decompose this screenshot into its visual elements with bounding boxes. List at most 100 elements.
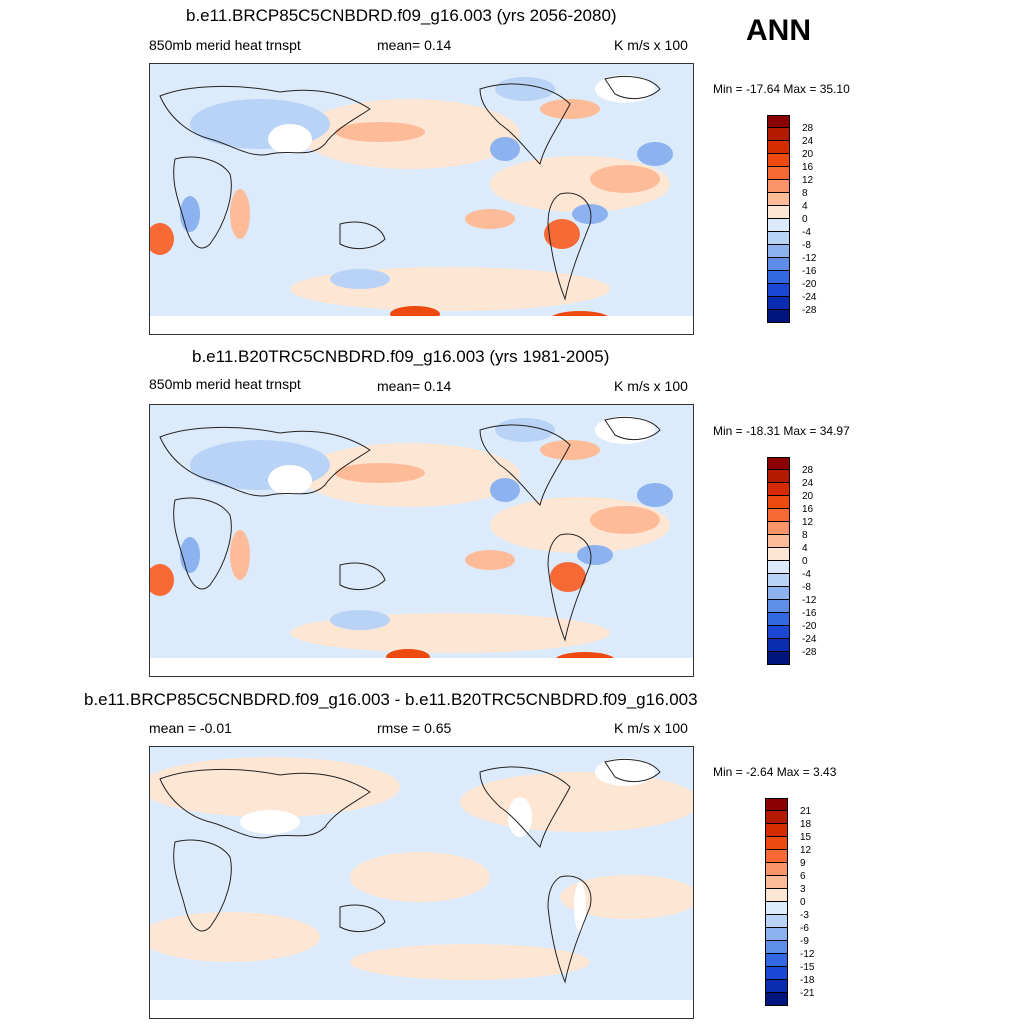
colorbar-tick-label: 3 <box>800 884 806 895</box>
colorbar-box <box>767 470 790 483</box>
panel-2-map-field <box>150 405 693 676</box>
colorbar-tick-label: 8 <box>802 188 808 199</box>
colorbar-tick-label: -28 <box>802 305 817 316</box>
colorbar-tick-label: 12 <box>802 175 814 186</box>
colorbar-tick-label: -8 <box>802 240 811 251</box>
colorbar-box <box>765 837 788 850</box>
colorbar-box <box>767 600 790 613</box>
colorbar-box <box>765 980 788 993</box>
panel-3-units-label: K m/s x 100 <box>614 720 688 736</box>
panel-2-map <box>149 404 694 677</box>
colorbar-tick-label: -20 <box>802 279 817 290</box>
colorbar-box <box>765 889 788 902</box>
colorbar-tick-label: -8 <box>802 582 811 593</box>
colorbar-box <box>765 915 788 928</box>
colorbar-box <box>765 993 788 1006</box>
colorbar-tick-label: -3 <box>800 910 809 921</box>
colorbar-box <box>767 271 790 284</box>
panel-2-title: b.e11.B20TRC5CNBDRD.f09_g16.003 (yrs 198… <box>192 347 610 366</box>
panel-3-minmax: Min = -2.64 Max = 3.43 <box>713 765 837 779</box>
colorbar-tick-label: 0 <box>800 897 806 908</box>
panel-1-mean-label: mean= 0.14 <box>377 37 452 53</box>
colorbar-tick-label: -16 <box>802 266 817 277</box>
colorbar-tick-label: -12 <box>802 253 817 264</box>
colorbar-box <box>767 613 790 626</box>
panel-3-map-field <box>150 747 693 1018</box>
colorbar-tick-label: -24 <box>802 292 817 303</box>
colorbar-tick-label: 20 <box>802 491 814 502</box>
colorbar-box <box>767 219 790 232</box>
colorbar-tick-label: -4 <box>802 569 811 580</box>
colorbar-box <box>767 574 790 587</box>
colorbar-tick-label: 8 <box>802 530 808 541</box>
colorbar-tick-label: 20 <box>802 149 814 160</box>
panel-3-mean-label: mean = -0.01 <box>149 720 232 736</box>
colorbar-box <box>765 876 788 889</box>
panel-1-units-label: K m/s x 100 <box>614 37 688 53</box>
panel-3-title: b.e11.BRCP85C5CNBDRD.f09_g16.003 - b.e11… <box>84 690 698 709</box>
colorbar-tick-label: -18 <box>800 975 815 986</box>
colorbar-tick-label: -9 <box>800 936 809 947</box>
colorbar-box <box>767 535 790 548</box>
colorbar-box <box>767 297 790 310</box>
colorbar-tick-label: -6 <box>800 923 809 934</box>
panel-1-map <box>149 63 694 335</box>
colorbar-box <box>767 310 790 323</box>
colorbar-box <box>767 128 790 141</box>
colorbar-tick-label: -15 <box>800 962 815 973</box>
colorbar-box <box>767 167 790 180</box>
colorbar-box <box>767 206 790 219</box>
colorbar-box <box>767 232 790 245</box>
colorbar-tick-label: 0 <box>802 214 808 225</box>
colorbar-box <box>765 850 788 863</box>
colorbar-box <box>767 180 790 193</box>
colorbar-tick-label: -16 <box>802 608 817 619</box>
panel-2-units-label: K m/s x 100 <box>614 378 688 394</box>
colorbar-tick-label: -4 <box>802 227 811 238</box>
colorbar-tick-label: -12 <box>800 949 815 960</box>
colorbar-box <box>765 954 788 967</box>
panel-2-variable-label: 850mb merid heat trnspt <box>149 376 301 392</box>
colorbar-tick-label: 9 <box>800 858 806 869</box>
colorbar-box <box>765 967 788 980</box>
colorbar-box <box>765 863 788 876</box>
colorbar-tick-label: 16 <box>802 504 814 515</box>
colorbar-box <box>765 941 788 954</box>
colorbar-box <box>767 258 790 271</box>
colorbar-box <box>767 522 790 535</box>
panel-1-variable-label: 850mb merid heat trnspt <box>149 37 301 53</box>
colorbar-tick-label: 15 <box>800 832 812 843</box>
colorbar-tick-label: 12 <box>800 845 812 856</box>
colorbar-tick-label: 24 <box>802 478 814 489</box>
colorbar-tick-label: 28 <box>802 465 814 476</box>
colorbar-box <box>767 652 790 665</box>
panel-3-rmse-label: rmse = 0.65 <box>377 720 452 736</box>
colorbar-tick-label: 0 <box>802 556 808 567</box>
colorbar-box <box>767 115 790 128</box>
colorbar-tick-label: 18 <box>800 819 812 830</box>
colorbar-tick-label: -21 <box>800 988 815 999</box>
panel-1-title: b.e11.BRCP85C5CNBDRD.f09_g16.003 (yrs 20… <box>186 6 617 25</box>
colorbar-tick-label: -24 <box>802 634 817 645</box>
colorbar-tick-label: 24 <box>802 136 814 147</box>
colorbar-box <box>767 154 790 167</box>
colorbar-tick-label: 4 <box>802 543 808 554</box>
colorbar-tick-label: -20 <box>802 621 817 632</box>
colorbar-box <box>765 824 788 837</box>
colorbar-box <box>767 483 790 496</box>
colorbar-box <box>767 457 790 470</box>
colorbar-box <box>765 798 788 811</box>
colorbar-box <box>767 561 790 574</box>
panel-1-map-field <box>150 64 693 334</box>
colorbar-box <box>767 626 790 639</box>
colorbar-box <box>767 587 790 600</box>
colorbar-box <box>765 928 788 941</box>
colorbar-tick-label: -28 <box>802 647 817 658</box>
colorbar-box <box>767 496 790 509</box>
colorbar-box <box>767 284 790 297</box>
panel-3-map <box>149 746 694 1019</box>
colorbar-tick-label: -12 <box>802 595 817 606</box>
colorbar-box <box>767 245 790 258</box>
colorbar-tick-label: 21 <box>800 806 812 817</box>
season-label: ANN <box>746 14 811 47</box>
